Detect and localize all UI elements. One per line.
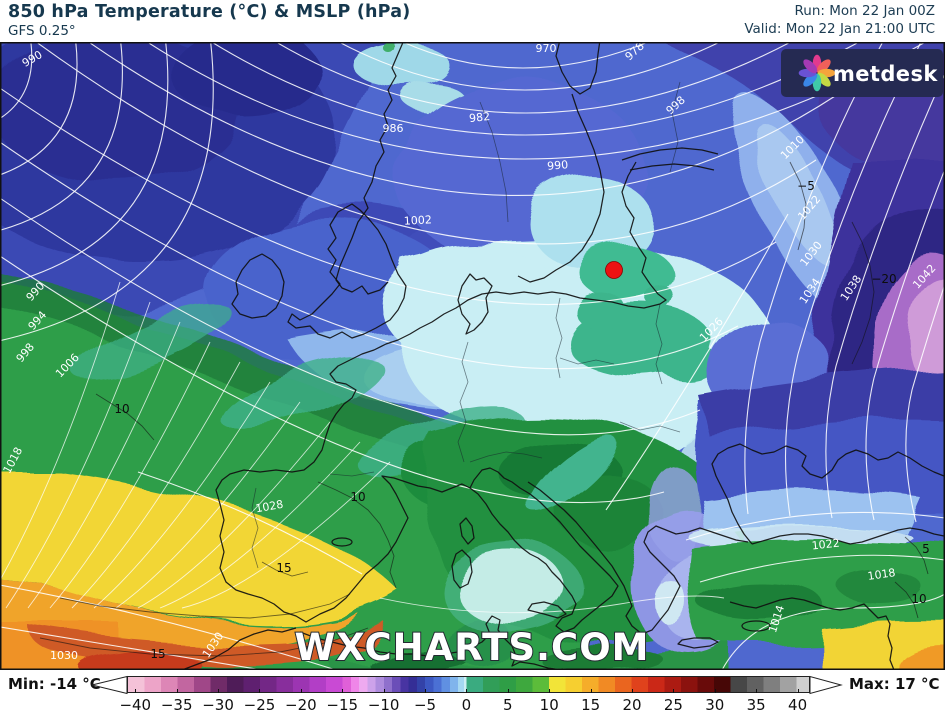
colorbar-tick-mark [425,689,427,693]
model-label: GFS 0.25° [8,23,76,39]
temp-contour-value-label: 10 [911,592,926,606]
logo-flower-icon [798,54,836,92]
colorbar-tick-label: −15 [326,696,359,714]
run-info: Run: Mon 22 Jan 00Z Valid: Mon 22 Jan 21… [535,2,935,38]
temperature-field [0,42,945,670]
valid-time-label: Valid: Mon 22 Jan 21:00 UTC [744,21,935,38]
colorbar-tick-label: −35 [160,696,193,714]
colorbar-tick-label: 10 [539,696,559,714]
isobar-value-label: 1018 [867,566,897,583]
run-time-label: Run: Mon 22 Jan 00Z [794,3,935,19]
header: 850 hPa Temperature (°C) & MSLP (hPa) GF… [0,0,945,42]
colorbar-arrows [91,675,843,695]
logo-petal [816,59,831,74]
isobar-value-label: 1002 [403,213,432,227]
colorbar-tick-mark [259,689,261,693]
logo-petal [803,59,818,74]
colorbar-tick-mark [342,689,344,693]
temp-contour-value-label: 15 [276,561,291,575]
max-temperature-label: Max: 17 °C [849,675,940,693]
colorbar-tick-mark [218,689,220,693]
temp-contour-value-label: −20 [871,272,896,286]
colorbar-tick-mark [300,689,302,693]
colorbar-tick-mark [507,689,509,693]
watermark: WXCHARTS.COM [295,626,650,669]
isobar-value-label: 1030 [50,649,78,662]
colorbar-tick-label: −25 [243,696,276,714]
location-marker-dot [605,261,623,279]
isobar-value-label: 982 [469,110,491,125]
logo-petal [803,72,818,87]
isobar-value-label: 1022 [811,537,840,553]
colorbar-tick-label: 15 [581,696,601,714]
colorbar-tick-label: 30 [705,696,725,714]
colorbar-tick-mark [590,689,592,693]
colorbar-tick-mark [549,689,551,693]
colorbar-tick-label: 20 [622,696,642,714]
colorbar-tick-mark [466,689,468,693]
min-temperature-label: Min: -14 °C [8,675,101,693]
temperature-labels: 10 10 15 15 −20 −5 5 10 [114,179,929,661]
colorbar-tick-mark [756,689,758,693]
colorbar-tick-mark [176,689,178,693]
legend: Min: -14 °C −40 −35 −30 −25 −20 −15 −10 −5 0 5 10 1… [0,670,945,718]
colorbar-tick-label: 0 [461,696,472,714]
colorbar-tick-label: −10 [367,696,400,714]
colorbar-tick-label: −40 [119,696,152,714]
temp-contour-value-label: 10 [350,490,365,504]
isobar-value-label: 1028 [254,498,284,516]
colorbar-tick-label: 25 [663,696,683,714]
map-area: 990 970 978 982 986 990 998 1002 1010 990 994 998 10… [0,42,945,670]
colorbar-tick-label: 40 [788,696,808,714]
page-title: 850 hPa Temperature (°C) & MSLP (hPa) [8,2,411,22]
isobar-value-label: 990 [547,158,569,173]
map-border [0,42,945,670]
metdesk-logo: metdesk [781,49,943,97]
temp-contour-value-label: −5 [797,179,815,193]
colorbar-tick-mark [673,689,675,693]
colorbar-left-arrow [91,675,128,695]
colorbar-tick-mark [383,689,385,693]
colorbar-tick-label: −5 [413,696,437,714]
logo-petal [816,72,831,87]
colorbar-tick-label: −20 [285,696,317,714]
colorbar-right-arrow [809,675,843,695]
isobar-lines [0,42,945,670]
temp-contour-value-label: 10 [114,402,129,416]
isobar-value-label: 986 [383,122,404,135]
logo-background [781,49,943,97]
logo-text: metdesk [833,62,938,86]
colorbar-tick-mark [714,689,716,693]
colorbar-tick-label: 5 [503,696,513,714]
coastlines [181,42,945,670]
colorbar-tick-mark [135,689,137,693]
temperature-contours [39,161,929,657]
colorbar-tick-mark [797,689,799,693]
temp-contour-value-label: 15 [150,647,165,661]
isobar-value-label: 970 [536,42,557,55]
colorbar-tick-mark [632,689,633,693]
temp-contour-value-label: 5 [922,542,930,556]
colorbar-tick-label: −30 [202,696,234,714]
colorbar-tick-label: 35 [746,696,766,714]
